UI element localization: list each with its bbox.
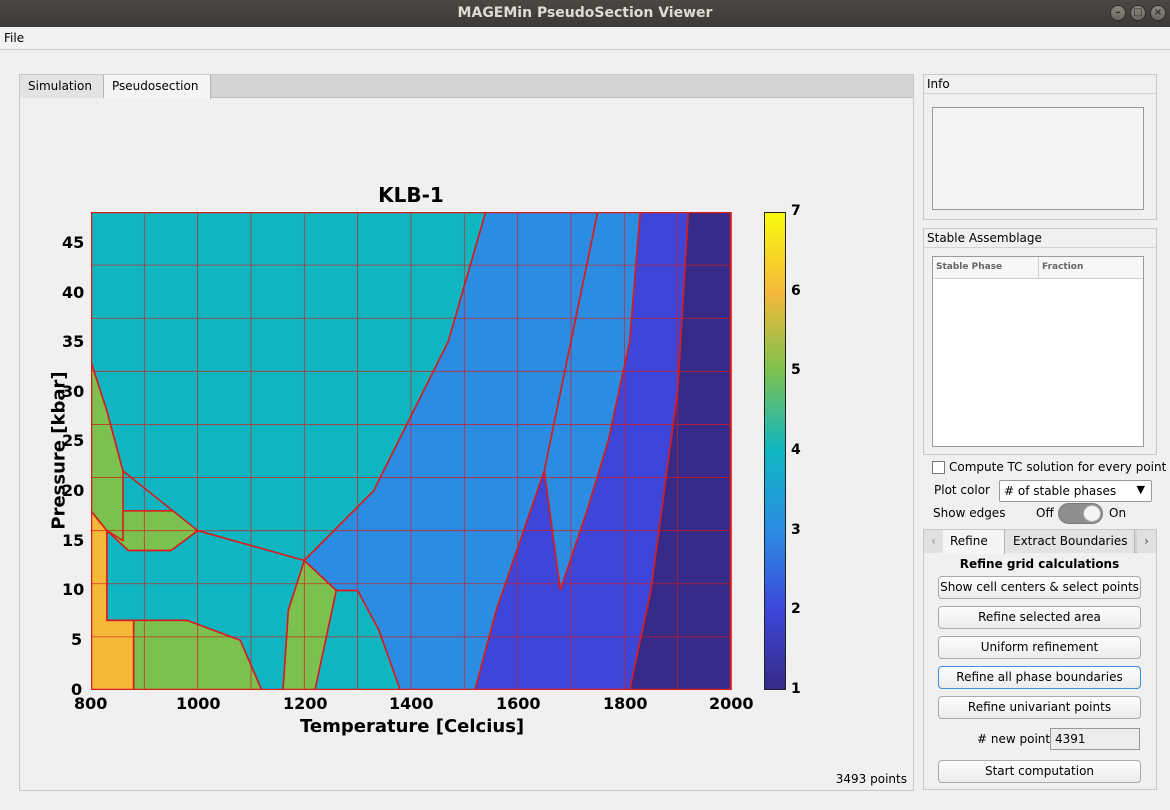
info-textarea[interactable] <box>932 107 1144 210</box>
tab-pseudosection[interactable]: Pseudosection <box>104 75 211 99</box>
info-panel: Info <box>923 74 1157 220</box>
refine-univariant-points-button[interactable]: Refine univariant points <box>938 696 1141 719</box>
menu-bar: File <box>0 27 1170 50</box>
dropdown-arrow-icon: ▼ <box>1136 483 1145 496</box>
y-tick-label: 10 <box>62 580 85 599</box>
tab-scroll-left-icon[interactable]: ‹ <box>924 530 943 553</box>
plot-title: KLB-1 <box>378 183 444 207</box>
x-axis-label: Temperature [Celcius] <box>300 716 525 737</box>
y-tick-label: 40 <box>62 283 85 302</box>
column-divider <box>1038 257 1039 279</box>
show-edges-toggle[interactable] <box>1058 503 1103 524</box>
points-count: 3493 points <box>835 772 907 786</box>
new-points-label: # new points <box>977 732 1057 746</box>
x-tick-label: 1600 <box>496 694 541 713</box>
x-tick-label: 1400 <box>389 694 434 713</box>
plot-color-label: Plot color <box>934 483 990 497</box>
stable-phase-table[interactable]: Stable Phase Fraction <box>932 256 1144 447</box>
stable-assemblage-panel: Stable Assemblage Stable Phase Fraction <box>923 228 1157 455</box>
colorbar <box>764 212 786 690</box>
column-header-stable-phase[interactable]: Stable Phase <box>936 262 1003 272</box>
x-tick-label: 800 <box>74 694 108 713</box>
colorbar-tick-label: 6 <box>791 283 801 299</box>
x-tick-label: 1800 <box>603 694 648 713</box>
toggle-knob[interactable] <box>1083 505 1101 522</box>
maximize-icon[interactable]: □ <box>1130 5 1146 21</box>
show-edges-label: Show edges <box>933 506 1006 520</box>
refine-all-phase-boundaries-button[interactable]: Refine all phase boundaries <box>938 666 1141 689</box>
y-tick-label: 15 <box>62 531 85 550</box>
y-tick-label: 30 <box>62 382 85 401</box>
minimize-icon[interactable]: – <box>1110 5 1126 21</box>
stable-assemblage-title: Stable Assemblage <box>924 229 1156 248</box>
y-tick-label: 20 <box>62 481 85 500</box>
colorbar-tick-label: 5 <box>791 362 801 378</box>
info-title: Info <box>924 75 1156 94</box>
start-computation-button[interactable]: Start computation <box>938 760 1141 783</box>
uniform-refinement-button[interactable]: Uniform refinement <box>938 636 1141 659</box>
y-tick-label: 45 <box>62 233 85 252</box>
compute-tc-label: Compute TC solution for every point <box>949 460 1167 474</box>
colorbar-tick-label: 2 <box>791 601 801 617</box>
tab-extract-boundaries[interactable]: Extract Boundaries <box>1005 530 1135 553</box>
pseudosection-plot[interactable] <box>91 212 732 690</box>
show-cell-centers-button[interactable]: Show cell centers & select points <box>938 576 1141 599</box>
tab-scroll-right-icon[interactable]: › <box>1137 530 1156 553</box>
column-header-fraction[interactable]: Fraction <box>1042 262 1084 272</box>
window-titlebar: MAGEMin PseudoSection Viewer – □ × <box>0 0 1170 27</box>
y-tick-label: 35 <box>62 332 85 351</box>
window-title: MAGEMin PseudoSection Viewer <box>457 5 713 21</box>
colorbar-tick-label: 3 <box>791 522 801 538</box>
y-tick-label: 25 <box>62 431 85 450</box>
x-tick-label: 1000 <box>176 694 221 713</box>
plot-color-value: # of stable phases <box>1004 484 1117 498</box>
tab-strip: Simulation Pseudosection <box>20 75 913 99</box>
refine-selected-area-button[interactable]: Refine selected area <box>938 606 1141 629</box>
colorbar-tick-label: 4 <box>791 442 801 458</box>
y-tick-label: 5 <box>71 630 83 649</box>
plot-frame <box>91 212 732 690</box>
show-edges-off-label: Off <box>1036 506 1054 520</box>
colorbar-tick-label: 1 <box>791 681 801 697</box>
new-points-field[interactable]: 4391 <box>1050 728 1140 750</box>
phase-field-region[interactable] <box>628 212 732 690</box>
tab-refine[interactable]: Refine <box>943 530 1005 554</box>
x-tick-label: 1200 <box>283 694 328 713</box>
refine-tab-strip: ‹ Refine Extract Boundaries › <box>924 530 1156 554</box>
compute-tc-checkbox[interactable] <box>932 461 945 474</box>
refine-heading: Refine grid calculations <box>959 557 1120 571</box>
menu-file[interactable]: File <box>4 31 25 45</box>
plot-color-dropdown[interactable]: # of stable phases ▼ <box>999 480 1152 502</box>
close-icon[interactable]: × <box>1150 5 1166 21</box>
tab-simulation[interactable]: Simulation <box>20 75 104 98</box>
show-edges-on-label: On <box>1109 506 1127 520</box>
x-tick-label: 2000 <box>709 694 754 713</box>
table-header: Stable Phase Fraction <box>933 257 1143 279</box>
y-tick-label: 0 <box>71 680 83 699</box>
grid-edges <box>91 212 732 690</box>
colorbar-tick-label: 7 <box>791 203 801 219</box>
